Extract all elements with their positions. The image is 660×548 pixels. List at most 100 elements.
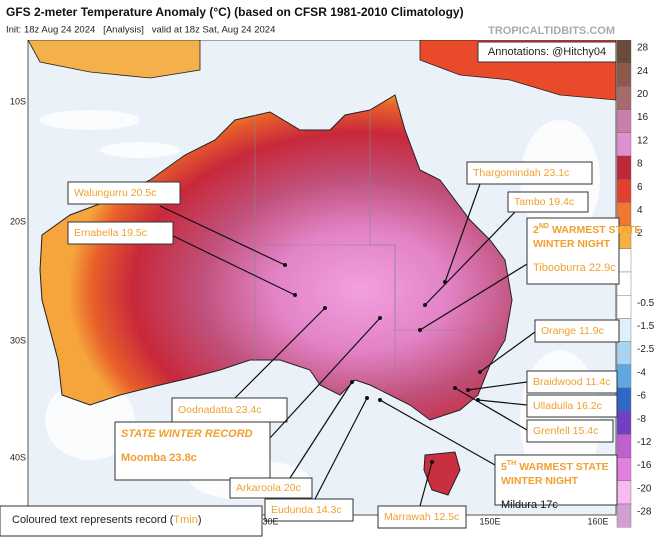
lat-label: 20S (10, 216, 26, 226)
arrow (159, 205, 286, 266)
annotation-line: Grenfell 15.4c (533, 425, 598, 437)
ordinal: 5 (501, 461, 507, 473)
arrow-head (378, 398, 382, 402)
header-bg (0, 0, 660, 40)
annotation-line: Moomba 23.8c (121, 452, 197, 464)
annotation: Oodnadatta 23.4c (171, 397, 288, 423)
colorbar-label: 8 (637, 159, 643, 170)
colorbar-label: 28 (637, 43, 649, 54)
arrow (419, 461, 433, 507)
annotation-line: WINTER NIGHT (533, 238, 611, 250)
ordinal-suffix: TH (507, 460, 516, 467)
colorbar-swatch (616, 480, 632, 505)
colorbar-label: -4 (637, 367, 646, 378)
annotation-box (534, 319, 620, 343)
annotation-box (67, 181, 181, 205)
annotation: Grenfell 15.4c (526, 419, 614, 443)
colorbar-swatch (616, 387, 632, 412)
arrow (424, 211, 516, 306)
annotation: Ulladulla 16.2c (526, 394, 618, 418)
annotation-line: Ulladulla 16.2c (533, 400, 602, 412)
subtitle: Init: 18z Aug 24 2024 [Analysis] valid a… (6, 25, 275, 36)
colorbar-label: 20 (637, 89, 649, 100)
annotation: 2ND WARMEST STATE WINTER NIGHT Tibooburra 2… (526, 217, 641, 285)
annotation-box (526, 419, 614, 443)
annotation-line: WINTER NIGHT (501, 475, 579, 487)
arrow-head (350, 380, 354, 384)
ordinal-suffix: ND (539, 223, 549, 230)
arrow (164, 231, 296, 296)
arrow (479, 331, 536, 373)
annotation-line: STATE WINTER RECORD (121, 428, 253, 440)
arrow-head (378, 316, 382, 320)
australia (39, 94, 513, 421)
annotation-line: Oodnadatta 23.4c (178, 404, 261, 416)
ordinal: 2 (533, 224, 539, 236)
arrow (454, 387, 528, 431)
annotation-box (526, 394, 618, 418)
title: GFS 2-meter Temperature Anomaly (°C) (ba… (6, 5, 464, 19)
colorbar-swatch (616, 295, 632, 319)
colorbar-label: -8 (637, 414, 646, 425)
colorbar-label: -0.5 (637, 298, 655, 309)
colorbar-swatch (616, 132, 632, 157)
annotation-box (264, 498, 354, 522)
colorbar-label: 16 (637, 112, 649, 123)
colorbar-label: -20 (637, 483, 652, 494)
footer-highlight: Tmin (173, 514, 197, 526)
annotation-box (526, 217, 620, 285)
annotation-box (466, 161, 593, 185)
footer-box (0, 505, 263, 537)
annotation-line: Ernabella 19.5c (74, 227, 147, 239)
colorbar-label: 4 (637, 205, 643, 216)
annotation-box (114, 421, 271, 481)
annotation: Arkaroola 20c (229, 477, 313, 499)
colorbar-swatch (616, 63, 632, 87)
arrow-head (423, 303, 427, 307)
colorbar-swatch (616, 434, 632, 458)
state-borders (254, 110, 505, 380)
annotation: STATE WINTER RECORD Moomba 23.8c (114, 421, 271, 481)
arrow-head (365, 396, 369, 400)
annotation-line: Tibooburra 22.9c (533, 262, 616, 274)
lon-label: 160E (587, 516, 608, 526)
annotation: Orange 11.9c (534, 319, 620, 343)
arrow-head (418, 328, 422, 332)
annotation: Walungurru 20.5c (67, 181, 181, 205)
arrow (269, 317, 381, 439)
annotation-line: WARMEST STATE (519, 461, 608, 473)
footer-end: ) (198, 514, 202, 526)
colorbar-label: -28 (637, 507, 652, 518)
colorbar-label: -16 (637, 460, 652, 471)
lat-label: 30S (10, 335, 26, 345)
colorbar-swatch (616, 155, 632, 180)
colorbar-label: 24 (637, 66, 649, 77)
lon-label: 130E (257, 516, 278, 526)
colorbar-swatch (616, 109, 632, 133)
arrow-head (430, 460, 434, 464)
lon-label: 150E (479, 516, 500, 526)
annotation-line: Arkaroola 20c (236, 482, 301, 494)
annotation-line: Thargomindah 23.1c (473, 167, 569, 179)
colorbar-swatch (616, 178, 632, 203)
arrow (234, 307, 326, 399)
annotation-line: Braidwood 11.4c (533, 376, 610, 388)
annotation-line: Eudunda 14.3c (271, 504, 342, 516)
annotation-line: Tambo 19.4c (514, 196, 574, 208)
annotation-heading: 5TH WARMEST STATE (501, 460, 609, 473)
annotation-box (229, 477, 313, 499)
arrow-head (323, 306, 327, 310)
arrow (379, 399, 496, 466)
annotation-heading: 2ND WARMEST STATE (533, 223, 641, 236)
annotation-line: Marrawah 12.5c (384, 511, 459, 523)
annotation-box (377, 505, 467, 529)
colorbar-swatch (616, 411, 632, 435)
annotation: 5TH WARMEST STATE WINTER NIGHT Mildura 17c (494, 454, 618, 511)
arrow-head (453, 386, 457, 390)
colorbar-label: -12 (637, 437, 652, 448)
arrow-head (283, 263, 287, 267)
arrow (467, 381, 528, 391)
credit-box (477, 41, 617, 63)
brand: TROPICALTIDBITS.COM (488, 25, 615, 37)
